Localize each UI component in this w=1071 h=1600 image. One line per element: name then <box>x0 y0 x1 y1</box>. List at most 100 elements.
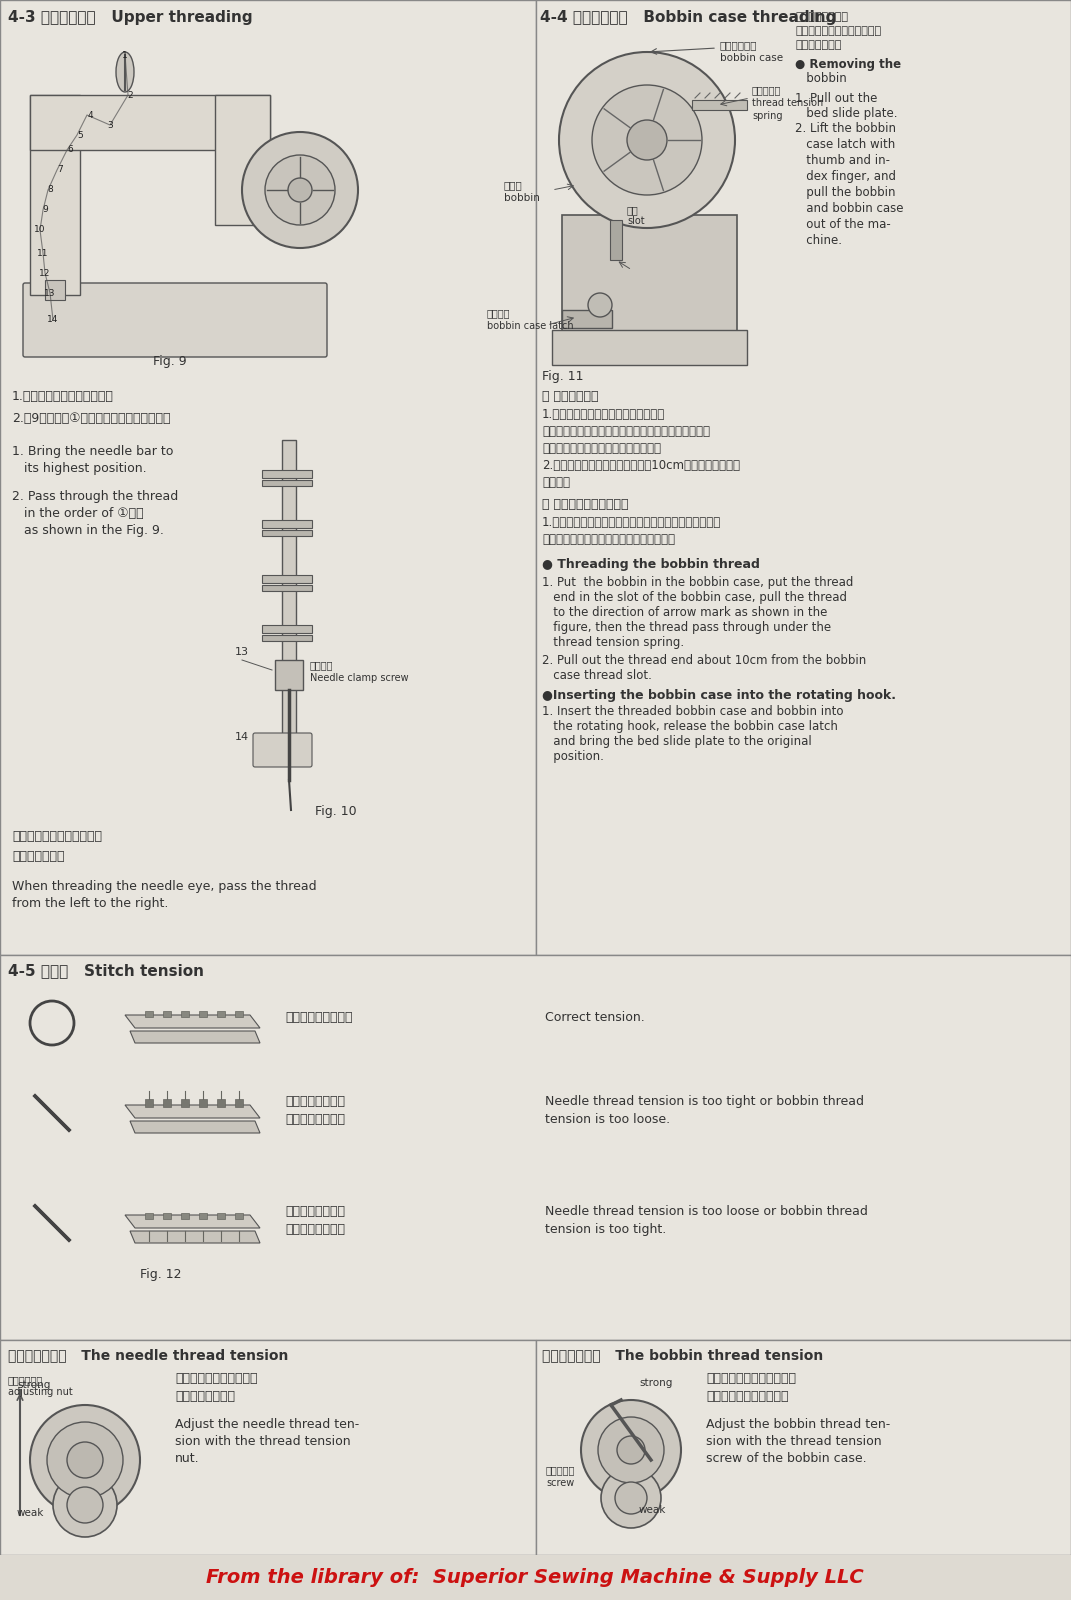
Bar <box>30 94 270 150</box>
Text: 4-4 ボビンの交換   Bobbin case threading: 4-4 ボビンの交換 Bobbin case threading <box>540 10 836 26</box>
Text: 切溝: 切溝 <box>627 205 638 214</box>
Text: out of the ma-: out of the ma- <box>795 218 891 230</box>
Text: 下糸調子が強い。: 下糸調子が強い。 <box>285 1222 345 1235</box>
Text: case latch with: case latch with <box>795 138 895 150</box>
Text: dex finger, and: dex finger, and <box>795 170 896 182</box>
Text: 针止ネジ: 针止ネジ <box>310 659 333 670</box>
Text: Fig. 10: Fig. 10 <box>315 805 357 818</box>
Text: sion with the thread tension: sion with the thread tension <box>175 1435 350 1448</box>
FancyBboxPatch shape <box>253 733 312 766</box>
Text: strong: strong <box>17 1379 50 1390</box>
Bar <box>163 1213 171 1219</box>
Text: 4-5 糸調子   Stitch tension: 4-5 糸調子 Stitch tension <box>7 963 203 978</box>
Text: spring: spring <box>752 110 783 122</box>
Circle shape <box>627 120 667 160</box>
Text: slot: slot <box>627 216 645 226</box>
Text: the rotating hook, release the bobbin case latch: the rotating hook, release the bobbin ca… <box>542 720 838 733</box>
Text: きます。: きます。 <box>542 477 570 490</box>
Bar <box>181 1011 188 1018</box>
Polygon shape <box>125 1106 260 1118</box>
Text: 糸調子ナット: 糸調子ナット <box>7 1374 43 1386</box>
Bar <box>217 1099 225 1107</box>
Text: 8: 8 <box>47 186 52 195</box>
Text: Needle clamp screw: Needle clamp screw <box>310 674 409 683</box>
Text: thread tension spring.: thread tension spring. <box>542 635 684 650</box>
Polygon shape <box>130 1122 260 1133</box>
Bar <box>0 1555 1071 1600</box>
Text: ・ 下糸の通し方: ・ 下糸の通し方 <box>542 390 599 403</box>
Text: 上糸調子の調整   The needle thread tension: 上糸調子の調整 The needle thread tension <box>7 1347 288 1362</box>
Bar <box>262 635 312 642</box>
Text: 1. Insert the threaded bobbin case and bobbin into: 1. Insert the threaded bobbin case and b… <box>542 706 844 718</box>
Text: Fig. 11: Fig. 11 <box>542 370 584 382</box>
Text: bobbin: bobbin <box>795 72 847 85</box>
Bar <box>262 626 312 634</box>
Bar <box>562 214 737 334</box>
Text: 下糸調子はボビンケースの: 下糸調子はボビンケースの <box>706 1371 796 1386</box>
Bar <box>235 1011 243 1018</box>
Text: to the direction of arrow mark as shown in the: to the direction of arrow mark as shown … <box>542 606 828 619</box>
Text: chine.: chine. <box>795 234 842 246</box>
Text: Adjust the needle thread ten-: Adjust the needle thread ten- <box>175 1418 359 1430</box>
Text: 内カマ爪: 内カマ爪 <box>487 307 511 318</box>
Bar <box>145 1099 153 1107</box>
Text: 4-3 上糸のかけ方   Upper threading: 4-3 上糸のかけ方 Upper threading <box>7 10 253 26</box>
Text: bobbin case latch: bobbin case latch <box>487 322 574 331</box>
Text: 糸を针穴に通す時は左から: 糸を针穴に通す時は左から <box>12 830 102 843</box>
Text: にて行ないます。: にて行ないます。 <box>175 1390 235 1403</box>
Circle shape <box>242 133 358 248</box>
Bar <box>262 520 312 528</box>
Text: ボビンの取り出し: ボビンの取り出し <box>795 11 848 22</box>
Circle shape <box>67 1486 103 1523</box>
Text: When threading the needle eye, pass the thread: When threading the needle eye, pass the … <box>12 880 317 893</box>
Ellipse shape <box>116 51 134 91</box>
Text: figure, then the thread pass through under the: figure, then the thread pass through und… <box>542 621 831 634</box>
Text: 2. Pull out the thread end about 10cm from the bobbin: 2. Pull out the thread end about 10cm fr… <box>542 654 866 667</box>
Text: をボビンケースの切溝に入れ、糸を図の矢印方向に引: をボビンケースの切溝に入れ、糸を図の矢印方向に引 <box>542 426 710 438</box>
Text: screw of the bobbin case.: screw of the bobbin case. <box>706 1453 866 1466</box>
Bar <box>0 0 536 955</box>
Text: as shown in the Fig. 9.: as shown in the Fig. 9. <box>12 525 164 538</box>
Bar <box>262 586 312 590</box>
Text: 6: 6 <box>67 146 73 155</box>
Text: ボビン: ボビン <box>504 179 523 190</box>
Text: sion with the thread tension: sion with the thread tension <box>706 1435 881 1448</box>
Circle shape <box>52 1474 117 1538</box>
Text: 下糸調子の調整   The bobbin thread tension: 下糸調子の調整 The bobbin thread tension <box>542 1347 824 1362</box>
Text: thumb and in-: thumb and in- <box>795 154 890 166</box>
Text: From the library of:  Superior Sewing Machine & Supply LLC: From the library of: Superior Sewing Mac… <box>207 1568 864 1587</box>
Text: 2. Pass through the thread: 2. Pass through the thread <box>12 490 178 502</box>
Text: 5: 5 <box>77 131 82 139</box>
Bar <box>262 574 312 582</box>
Bar <box>562 310 612 328</box>
Text: position.: position. <box>542 750 604 763</box>
Text: 1. Put  the bobbin in the bobbin case, put the thread: 1. Put the bobbin in the bobbin case, pu… <box>542 576 854 589</box>
Bar <box>262 530 312 536</box>
Text: 3: 3 <box>107 120 112 130</box>
Bar <box>163 1099 171 1107</box>
Text: 糸調子ネジ: 糸調子ネジ <box>546 1466 575 1475</box>
Bar <box>45 280 65 301</box>
Text: 2. Lift the bobbin: 2. Lift the bobbin <box>795 122 896 134</box>
Text: 4: 4 <box>87 110 93 120</box>
Circle shape <box>559 51 735 227</box>
Bar <box>145 1213 153 1219</box>
Text: nut.: nut. <box>175 1453 199 1466</box>
Circle shape <box>67 1442 103 1478</box>
Polygon shape <box>130 1030 260 1043</box>
Text: weak: weak <box>17 1507 44 1518</box>
Polygon shape <box>125 1014 260 1029</box>
Bar <box>0 1341 536 1555</box>
Text: 1.ボビンをボビンケースに入れ、糸端: 1.ボビンをボビンケースに入れ、糸端 <box>542 408 665 421</box>
Bar <box>163 1011 171 1018</box>
Text: Fig. 12: Fig. 12 <box>140 1267 181 1282</box>
Text: Needle thread tension is too tight or bobbin thread: Needle thread tension is too tight or bo… <box>545 1094 864 1107</box>
Text: end in the slot of the bobbin case, pull the thread: end in the slot of the bobbin case, pull… <box>542 590 847 603</box>
Text: bobbin: bobbin <box>504 194 540 203</box>
Text: 9: 9 <box>42 205 48 214</box>
Text: 良い糸調子の縫い目: 良い糸調子の縫い目 <box>285 1011 352 1024</box>
Bar <box>692 99 746 110</box>
Text: 13: 13 <box>235 646 248 658</box>
Bar <box>536 0 1071 955</box>
Text: ・ ボビンケースの入れ方: ・ ボビンケースの入れ方 <box>542 498 629 510</box>
